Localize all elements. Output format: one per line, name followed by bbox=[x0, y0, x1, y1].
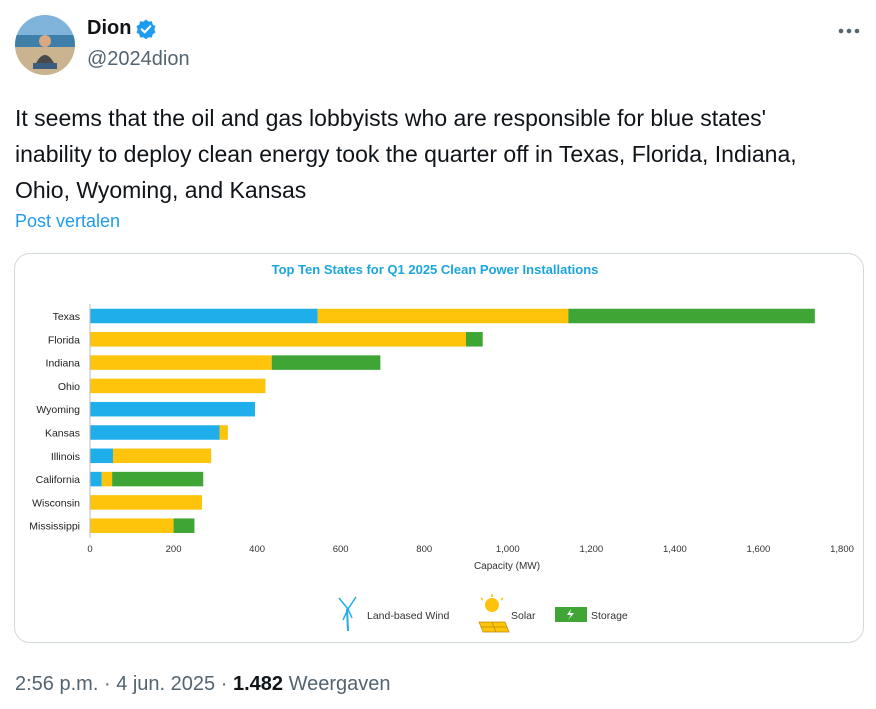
tweet-text: It seems that the oil and gas lobbyists … bbox=[15, 105, 797, 203]
y-tick-label: Mississippi bbox=[29, 521, 80, 533]
x-tick-label: 600 bbox=[333, 544, 349, 555]
legend-label-storage: Storage bbox=[591, 610, 628, 622]
y-tick-label: Illinois bbox=[51, 451, 80, 463]
wind-turbine-icon bbox=[338, 596, 357, 632]
tweet-media-chart[interactable]: Top Ten States for Q1 2025 Clean Power I… bbox=[14, 253, 864, 643]
verified-badge-icon bbox=[136, 19, 156, 39]
bar-segment bbox=[90, 448, 113, 464]
tweet-footer: 2:56 p.m. · 4 jun. 2025 · 1.482 Weergave… bbox=[15, 673, 391, 696]
bar-segment bbox=[90, 518, 174, 533]
bar-segment bbox=[90, 332, 466, 347]
post-date[interactable]: 4 jun. 2025 bbox=[116, 673, 216, 695]
bar-segment bbox=[90, 471, 102, 487]
y-tick-label: Ohio bbox=[58, 381, 80, 393]
bar-segment bbox=[219, 425, 228, 440]
view-count: 1.482 bbox=[232, 673, 284, 695]
chart: Top Ten States for Q1 2025 Clean Power I… bbox=[29, 262, 854, 633]
bar-segment bbox=[317, 308, 569, 324]
translate-post-link[interactable]: Post vertalen bbox=[15, 211, 121, 231]
battery-storage-icon bbox=[555, 607, 587, 622]
bar-segment bbox=[90, 355, 272, 370]
bar-segment bbox=[90, 401, 256, 417]
legend-label-solar: Solar bbox=[511, 610, 536, 622]
legend-label-wind: Land-based Wind bbox=[367, 610, 449, 622]
display-name[interactable]: Dion bbox=[87, 17, 132, 39]
bar-segment bbox=[173, 518, 195, 533]
chart-title: Top Ten States for Q1 2025 Clean Power I… bbox=[272, 262, 599, 277]
user-handle[interactable]: @2024dion bbox=[87, 48, 190, 70]
bar-segment bbox=[568, 308, 815, 324]
separator: · bbox=[220, 673, 228, 695]
y-tick-label: Wisconsin bbox=[32, 497, 80, 509]
more-options-icon[interactable] bbox=[836, 18, 862, 44]
x-axis-label: Capacity (MW) bbox=[474, 561, 540, 572]
y-tick-label: Texas bbox=[53, 311, 80, 323]
x-tick-label: 1,200 bbox=[579, 544, 603, 555]
bar-segment bbox=[112, 448, 212, 464]
bar-segment bbox=[90, 495, 202, 510]
bar-segment bbox=[90, 425, 220, 440]
bar-segment bbox=[112, 471, 204, 487]
views-label: Weergaven bbox=[288, 673, 391, 695]
y-tick-label: California bbox=[36, 474, 81, 486]
y-tick-label: Wyoming bbox=[36, 404, 80, 416]
bar-segment bbox=[90, 378, 266, 394]
x-tick-label: 400 bbox=[249, 544, 265, 555]
y-tick-label: Florida bbox=[48, 334, 80, 346]
chart-legend: Land-based Wind Solar Storage bbox=[338, 594, 628, 633]
x-tick-label: 1,800 bbox=[830, 544, 854, 555]
y-tick-label: Kansas bbox=[45, 428, 80, 440]
x-tick-label: 200 bbox=[166, 544, 182, 555]
bar-segment bbox=[271, 355, 381, 370]
bar-segment bbox=[101, 471, 113, 487]
solar-panel-icon bbox=[478, 594, 510, 633]
x-tick-label: 1,000 bbox=[496, 544, 520, 555]
x-tick-label: 800 bbox=[416, 544, 432, 555]
avatar[interactable] bbox=[15, 15, 75, 75]
post-time[interactable]: 2:56 p.m. bbox=[15, 673, 99, 695]
x-tick-label: 1,400 bbox=[663, 544, 687, 555]
x-tick-label: 0 bbox=[87, 544, 92, 555]
bar-segment bbox=[466, 332, 483, 347]
x-tick-label: 1,600 bbox=[747, 544, 771, 555]
avatar-image bbox=[15, 15, 75, 75]
separator: · bbox=[103, 673, 111, 695]
bar-segment bbox=[90, 308, 318, 324]
y-tick-label: Indiana bbox=[46, 358, 81, 370]
